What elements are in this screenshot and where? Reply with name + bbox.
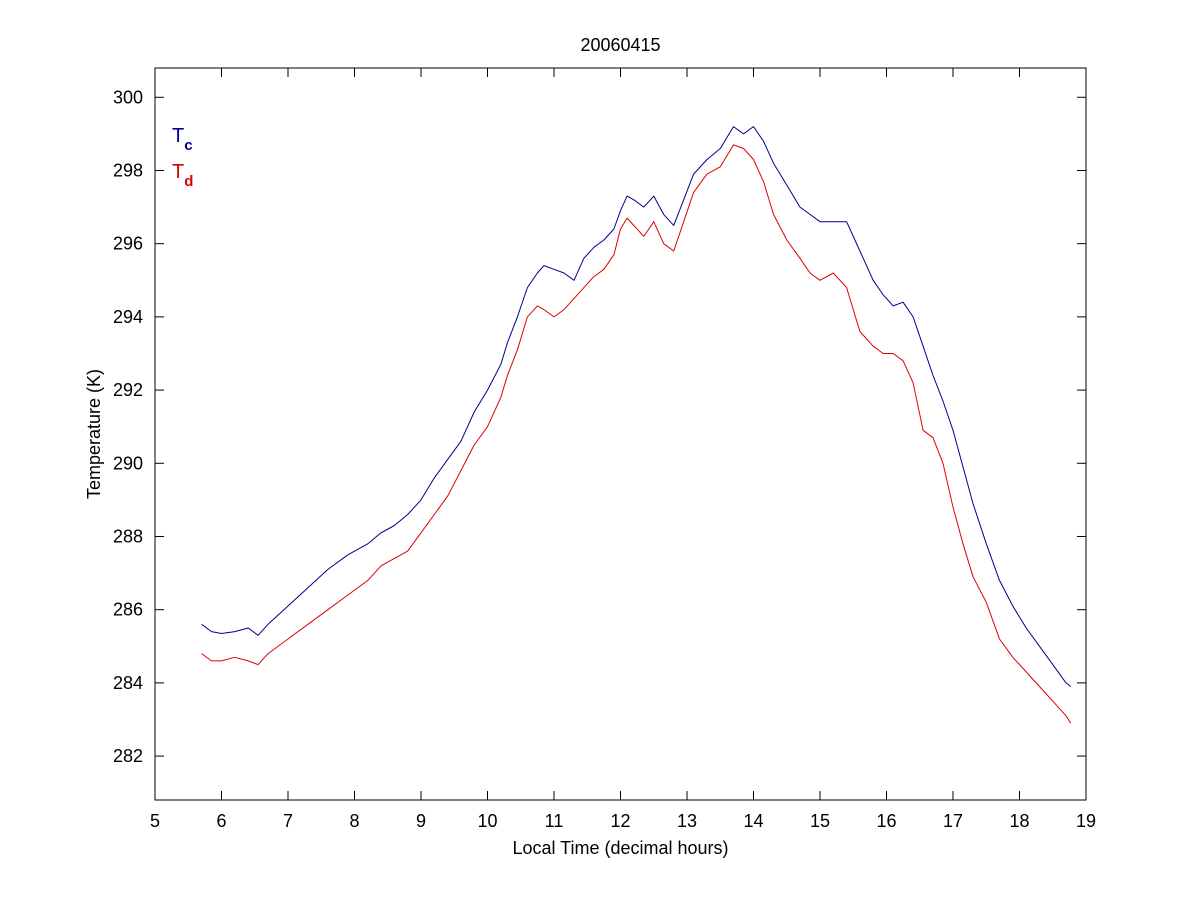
series-line-Td — [201, 144, 1072, 724]
legend-entry-td: Td — [172, 161, 193, 190]
y-tick-label: 300 — [113, 87, 143, 107]
x-tick-label: 8 — [349, 811, 359, 831]
x-tick-label: 11 — [545, 811, 564, 831]
x-tick-label: 13 — [677, 811, 697, 831]
y-tick-label: 292 — [113, 380, 143, 400]
legend-tc-base: T — [172, 125, 184, 147]
y-tick-label: 286 — [113, 600, 143, 620]
x-axis-label: Local Time (decimal hours) — [512, 838, 728, 858]
series-line-Tc — [201, 126, 1072, 687]
y-tick-label: 284 — [113, 673, 143, 693]
x-tick-label: 12 — [610, 811, 630, 831]
y-tick-label: 288 — [113, 526, 143, 546]
legend-tc-sub: c — [184, 137, 192, 154]
plot-area — [154, 67, 1087, 801]
y-tick-label: 294 — [113, 307, 143, 327]
legend-entry-tc: Tc — [172, 125, 193, 154]
x-tick-label: 19 — [1076, 811, 1096, 831]
y-tick-label: 298 — [113, 160, 143, 180]
legend-td-base: T — [172, 161, 184, 183]
x-tick-label: 15 — [810, 811, 830, 831]
series-layer — [201, 126, 1072, 724]
x-tick-label: 14 — [743, 811, 763, 831]
y-tick-label: 290 — [113, 453, 143, 473]
legend-td-sub: d — [184, 173, 193, 190]
axis-ticks: 5 6 7 8 9 10 11 12 13 14 15 16 17 18 19 282 284 286 288 290… — [113, 68, 1096, 831]
y-tick-label: 282 — [113, 746, 143, 766]
y-axis-label: Temperature (K) — [84, 369, 104, 499]
y-tick-label: 296 — [113, 234, 143, 254]
x-tick-label: 7 — [283, 811, 293, 831]
x-tick-label: 5 — [150, 811, 160, 831]
legend: Tc Td — [172, 125, 193, 190]
x-tick-label: 9 — [416, 811, 426, 831]
x-tick-label: 16 — [876, 811, 896, 831]
x-tick-label: 17 — [943, 811, 963, 831]
chart-title: 20060415 — [580, 35, 660, 55]
x-tick-label: 6 — [216, 811, 226, 831]
x-tick-label: 18 — [1009, 811, 1029, 831]
x-tick-label: 10 — [477, 811, 497, 831]
